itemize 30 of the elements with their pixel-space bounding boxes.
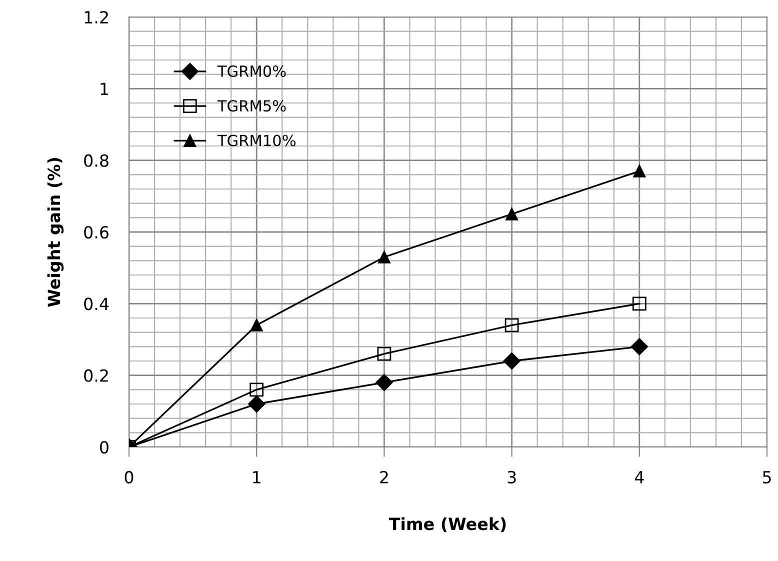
- y-tick-label: 0.6: [84, 226, 109, 239]
- point: [250, 382, 264, 397]
- legend-label: TGRM10%: [217, 134, 296, 146]
- point: [632, 296, 646, 311]
- x-tick-label: 4: [634, 471, 644, 484]
- y-tick-label: 1: [100, 82, 108, 95]
- y-tick-label: 0.4: [84, 298, 109, 310]
- point: [633, 164, 646, 178]
- point: [506, 208, 518, 220]
- point: [250, 318, 263, 332]
- y-tick-label: 0.8: [84, 154, 108, 167]
- point: [504, 318, 519, 332]
- x-tick-label: 2: [380, 470, 388, 484]
- x-tick-label: 3: [508, 470, 516, 484]
- legend-label: TGRM0%: [217, 65, 286, 77]
- x-tick-label: 0: [124, 470, 134, 484]
- point: [376, 374, 393, 392]
- y-tick-label: 0: [100, 440, 108, 454]
- point: [503, 352, 520, 370]
- point: [378, 250, 390, 264]
- legend-label: TGRM5%: [217, 100, 286, 112]
- y-axis-title: Weight gain (%): [47, 158, 64, 307]
- x-axis-title: Time (Week): [388, 517, 506, 532]
- y-tick-label: 0.2: [84, 369, 108, 382]
- y-tick-label: 1.2: [84, 10, 108, 24]
- point: [630, 338, 648, 356]
- point: [377, 346, 392, 361]
- point: [248, 395, 266, 413]
- x-tick-label: 5: [762, 471, 771, 484]
- x-tick-label: 1: [253, 471, 260, 484]
